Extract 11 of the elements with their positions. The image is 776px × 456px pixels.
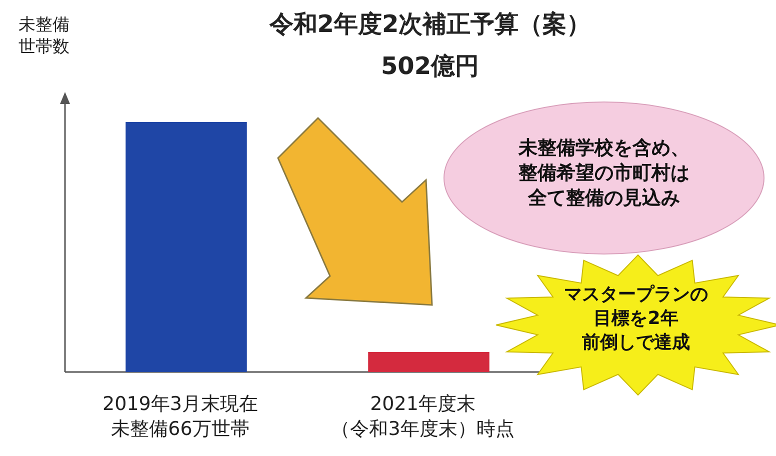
text: 前倒しで達成	[581, 332, 690, 353]
annotation: 未整備学校を含め、	[518, 137, 690, 159]
annotation: 全て整備の見込み	[527, 187, 680, 209]
chart-title: 令和2年度2次補正予算（案）	[268, 10, 591, 38]
text: 目標を2年	[594, 308, 678, 329]
text: マスタープランの	[564, 284, 708, 305]
y-axis-title: 未整備世帯数	[18, 14, 70, 58]
x-tick-label: 2021年度末（令和3年度末）時点	[330, 392, 516, 442]
chart-subtitle: 502億円	[380, 52, 480, 80]
annotation: 整備希望の市町村は	[518, 162, 690, 184]
x-tick-label: 2019年3月末現在未整備66万世帯	[102, 392, 259, 442]
